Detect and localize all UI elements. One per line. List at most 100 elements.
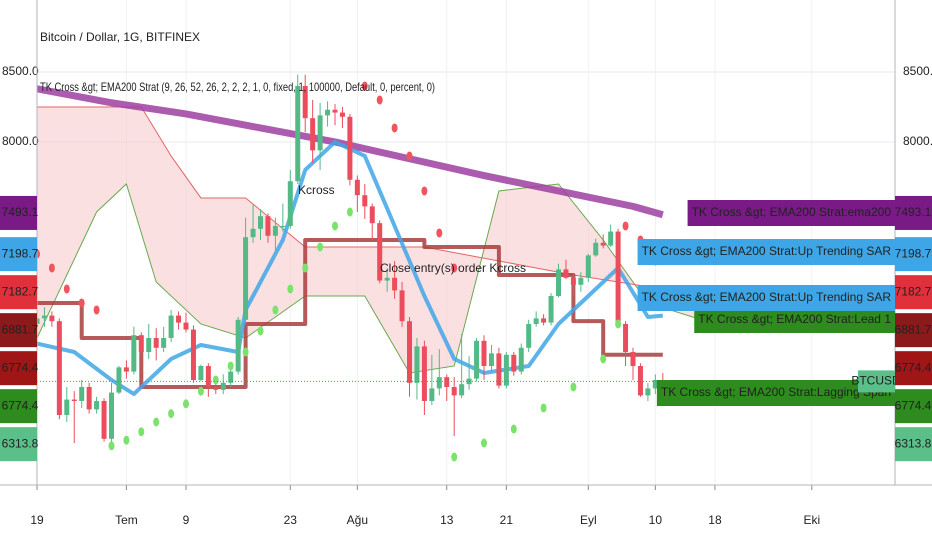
candle-body [56, 321, 62, 415]
candle-body [578, 277, 584, 285]
strategy-label-box [656, 380, 895, 406]
candle-body [168, 315, 174, 338]
candle-body [198, 365, 204, 380]
candle-body [630, 351, 636, 366]
candle-body [451, 386, 457, 396]
candle-body [399, 290, 405, 322]
candle-body [556, 269, 561, 296]
price-tag [895, 351, 932, 386]
candle-body [354, 179, 360, 196]
sar-dot [451, 452, 458, 462]
y-tick-label: 8000.0 [2, 134, 39, 148]
candle-body [362, 195, 368, 207]
x-tick-label: 23 [284, 513, 298, 527]
candle-body [600, 242, 606, 246]
candle-body [272, 225, 278, 236]
candle-body [541, 318, 547, 323]
candle-body [161, 337, 167, 348]
candle-body [384, 277, 390, 281]
x-tick-label: 18 [708, 513, 722, 527]
candle-body [347, 116, 353, 180]
sar-dot [481, 438, 487, 448]
strategy-label-box [637, 285, 895, 311]
sar-dot [287, 284, 294, 294]
y-tick-label: 8500.0 [903, 64, 932, 78]
sar-dot [183, 399, 189, 409]
candle-body [258, 216, 263, 229]
candle-body [459, 384, 465, 396]
annotation: Kcross [298, 183, 335, 197]
sar-dot [227, 361, 234, 371]
price-tag [0, 195, 37, 230]
sar-dot [78, 298, 85, 308]
candle-body [310, 118, 316, 151]
sar-dot [361, 81, 368, 91]
price-tag [895, 313, 932, 348]
strategy-label-text: TK Cross &gt; EMA200 Strat:Lead 1 [698, 312, 891, 326]
candle-body [302, 85, 308, 119]
candle-body [325, 109, 331, 116]
x-tick-label: Eki [803, 513, 820, 527]
candle-body [511, 354, 517, 372]
sar-dot [615, 319, 622, 329]
price-tag-label: 6774.4 [2, 360, 39, 374]
candle-body [652, 379, 658, 389]
price-tag-label: 7198.7 [2, 246, 39, 260]
strategy-label: TK Cross &gt; EMA200 Strat:Up Trending S… [637, 285, 895, 311]
sar-dot [600, 354, 607, 364]
candle-body [183, 322, 189, 330]
candle-body [116, 367, 122, 393]
strategy-label-box [694, 307, 895, 333]
candle-body [414, 346, 420, 383]
candle-body [37, 318, 40, 324]
price-tag [0, 351, 37, 386]
candle-body [138, 335, 144, 352]
sar-dot [451, 263, 458, 273]
chart-subtitle: TK Cross &gt; EMA200 Strat (9, 26, 52, 2… [40, 80, 435, 94]
candle-body [123, 367, 129, 372]
candle-body [79, 386, 85, 401]
sar-dot [123, 435, 130, 445]
sar-dot [48, 263, 55, 273]
sar-dot [242, 347, 249, 357]
y-tick-label: 8000.0 [903, 134, 932, 148]
sar-dot [138, 427, 145, 437]
candle-body [153, 337, 159, 348]
price-tag-label: 6881.7 [895, 322, 932, 336]
candle-body [608, 231, 614, 246]
price-tag [0, 427, 37, 462]
sar-dot [212, 375, 219, 385]
candle-body [615, 231, 621, 324]
candle-body [205, 365, 211, 387]
candle-body [332, 109, 338, 113]
candle-body [146, 337, 152, 352]
x-tick-label: 13 [440, 513, 454, 527]
strategy-label: TK Cross &gt; EMA200 Strat:ema200 [687, 200, 895, 226]
sar-dot [376, 95, 383, 105]
candle-body [131, 335, 137, 372]
candle-body [407, 321, 412, 383]
symbol-tag-text: BTCUSD [851, 374, 901, 388]
strategy-label-text: TK Cross &gt; EMA200 Strat:ema200 [692, 205, 892, 219]
candle-body [593, 242, 599, 256]
price-tag-label: 6774.4 [895, 398, 932, 412]
candle-body [220, 382, 226, 390]
candle-body [421, 346, 427, 401]
price-tag-label: 6774.4 [895, 360, 932, 374]
sar-dot [346, 207, 353, 217]
sar-dot [421, 186, 428, 196]
sar-dot [302, 263, 309, 273]
candle-body [429, 388, 435, 401]
strategy-label: TK Cross &gt; EMA200 Strat:Up Trending S… [637, 239, 895, 265]
candle-body [41, 315, 47, 319]
sar-dot [622, 221, 629, 231]
cloud [37, 106, 730, 373]
annotation: Close entry(s) order Kcross [380, 261, 526, 275]
sar-dot [168, 409, 175, 419]
price-tag-label: 6774.4 [2, 398, 39, 412]
candle-body [265, 216, 271, 236]
price-tag [0, 275, 37, 310]
price-tag-label: 6881.7 [2, 322, 39, 336]
candle-body [503, 354, 509, 386]
candle-body [49, 315, 55, 322]
